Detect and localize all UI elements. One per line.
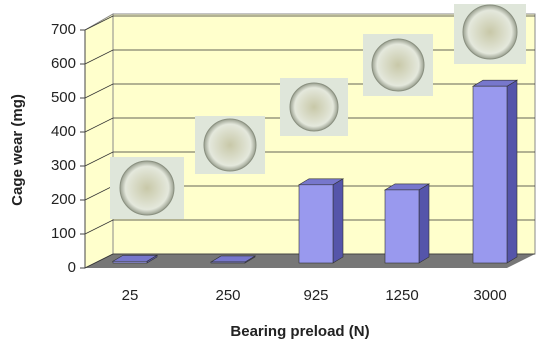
chart: Bearing preload (N) Cage wear (mg) 0 100 2… <box>0 0 546 346</box>
bar <box>113 261 147 263</box>
y-axis-title: Cage wear (mg) <box>9 94 26 206</box>
bar <box>211 262 245 263</box>
x-tick-label: 25 <box>122 287 139 304</box>
bar-side <box>333 179 343 263</box>
y-tick-label: 300 <box>51 157 76 174</box>
bar-side <box>419 184 429 263</box>
y-tick-label: 500 <box>51 89 76 106</box>
y-tick-label: 200 <box>51 191 76 208</box>
photo <box>363 34 433 96</box>
y-tick-label: 600 <box>51 55 76 72</box>
x-tick-label: 925 <box>303 287 328 304</box>
photo <box>110 157 184 219</box>
bar <box>385 190 419 263</box>
bar <box>299 185 333 263</box>
y-tick-label: 100 <box>51 225 76 242</box>
y-tick-label: 0 <box>68 259 76 276</box>
x-tick-label: 1250 <box>385 287 418 304</box>
bar-side <box>507 80 517 263</box>
y-tick-label: 700 <box>51 21 76 38</box>
photo <box>454 4 526 64</box>
bar <box>473 86 507 263</box>
x-tick-label: 3000 <box>473 287 506 304</box>
photo <box>195 116 265 174</box>
y-tick-label: 400 <box>51 123 76 140</box>
x-tick-label: 250 <box>215 287 240 304</box>
x-axis-title: Bearing preload (N) <box>230 323 369 340</box>
photo <box>280 78 348 136</box>
